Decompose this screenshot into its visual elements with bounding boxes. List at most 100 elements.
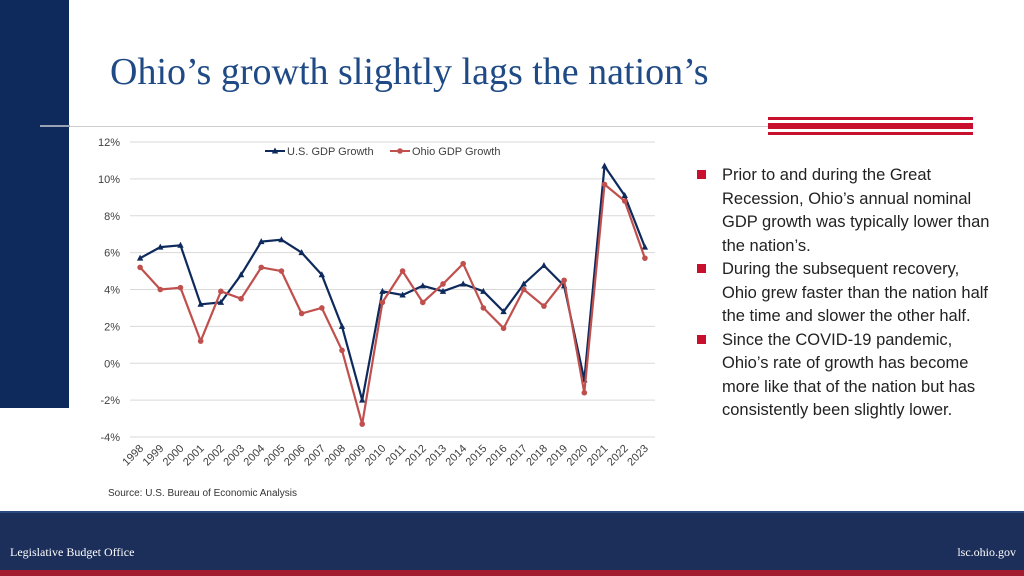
- series-line: [139, 164, 646, 402]
- gdp-growth-chart: 12% 10% 8% 6% 4% 2% 0% -2% -4% 1998 1999 2000 2001 2…: [90, 130, 670, 480]
- data-point: [419, 299, 426, 306]
- x-tick-label: 2017: [504, 443, 530, 469]
- x-tick-label: 2007: [302, 443, 328, 469]
- data-point: [318, 271, 326, 278]
- data-point: [561, 277, 567, 284]
- legend-marker: [271, 147, 279, 154]
- x-tick-label: 2019: [544, 443, 570, 469]
- source-note: Source: U.S. Bureau of Economic Analysis: [108, 488, 297, 499]
- title-divider: [40, 126, 968, 127]
- y-tick-label: 0%: [104, 358, 120, 370]
- data-point: [339, 347, 345, 354]
- data-point: [359, 396, 366, 403]
- data-point: [440, 281, 446, 287]
- x-tick-label: 2000: [161, 443, 187, 469]
- x-tick-label: 1999: [141, 443, 167, 469]
- data-point: [419, 282, 426, 289]
- chart-svg: 12%10%8%6%4%2%0%-2%-4% 19981999200020012…: [98, 137, 655, 469]
- square-bullet-icon: [697, 264, 706, 273]
- bullet-text: Prior to and during the Great Recession,…: [722, 166, 990, 255]
- x-tick-label: 1998: [120, 443, 146, 469]
- data-point: [520, 286, 527, 293]
- square-bullet-icon: [697, 170, 706, 179]
- data-point: [500, 308, 507, 315]
- y-tick-label: 6%: [104, 248, 120, 260]
- x-tick-label: 2009: [343, 443, 369, 469]
- x-tick-label: 2022: [605, 443, 631, 469]
- data-point: [500, 325, 507, 332]
- data-point: [399, 268, 406, 274]
- page-title: Ohio’s growth slightly lags the nation’s: [110, 51, 709, 93]
- red-stripes-decoration: [768, 117, 973, 135]
- data-point: [217, 298, 225, 305]
- x-tick-label: 2005: [262, 443, 288, 469]
- data-point: [379, 287, 386, 294]
- x-tick-label: 2011: [384, 443, 409, 468]
- data-point: [581, 389, 588, 396]
- x-tick-label: 2020: [565, 443, 591, 469]
- data-point: [237, 271, 245, 278]
- data-point: [601, 181, 608, 188]
- data-point: [278, 236, 285, 243]
- footer-website-link[interactable]: lsc.ohio.gov: [957, 545, 1016, 559]
- data-point: [540, 262, 548, 269]
- data-point: [258, 264, 265, 271]
- data-point: [439, 287, 447, 294]
- data-point: [338, 322, 346, 329]
- data-point: [177, 241, 184, 248]
- footer-org-name: Legislative Budget Office: [10, 545, 135, 559]
- footer-top-line: [0, 511, 1024, 513]
- footer-red-line: [0, 570, 1024, 576]
- data-point: [480, 305, 487, 311]
- data-point: [218, 288, 224, 295]
- bullet-item: During the subsequent recovery, Ohio gre…: [696, 258, 996, 329]
- data-point: [197, 338, 204, 344]
- bullet-list: Prior to and during the Great Recession,…: [696, 164, 996, 423]
- x-tick-label: 2004: [242, 443, 268, 469]
- data-point: [520, 280, 527, 287]
- data-point: [238, 295, 244, 302]
- bullet-item: Since the COVID-19 pandemic, Ohio’s rate…: [696, 329, 996, 423]
- x-tick-label: 2016: [484, 443, 510, 469]
- bullet-text: During the subsequent recovery, Ohio gre…: [722, 260, 988, 325]
- left-accent-bar: [0, 0, 69, 408]
- y-tick-label: 4%: [104, 285, 120, 297]
- x-tick-label: 2010: [363, 443, 389, 469]
- data-point: [641, 243, 649, 250]
- y-tick-label: 12%: [98, 137, 120, 149]
- title-divider-accent: [40, 125, 70, 127]
- x-tick-label: 2012: [403, 443, 429, 469]
- x-tick-label: 2001: [181, 443, 207, 469]
- bullet-text: Since the COVID-19 pandemic, Ohio’s rate…: [722, 330, 976, 420]
- data-point: [480, 287, 487, 294]
- square-bullet-icon: [697, 334, 706, 344]
- y-tick-label: 8%: [104, 211, 120, 223]
- x-tick-label: 2018: [524, 443, 550, 469]
- data-point: [459, 280, 467, 287]
- legend-label: U.S. GDP Growth: [287, 146, 374, 158]
- data-point: [319, 305, 325, 311]
- data-point: [621, 198, 628, 204]
- x-tick-label: 2023: [625, 443, 651, 469]
- x-tick-label: 2002: [201, 443, 227, 469]
- data-point: [298, 310, 305, 317]
- y-tick-label: 2%: [104, 321, 120, 333]
- x-tick-label: 2014: [443, 443, 469, 469]
- x-tick-label: 2008: [322, 443, 348, 469]
- data-point: [642, 255, 648, 261]
- data-point: [298, 249, 305, 256]
- data-point: [399, 291, 406, 298]
- data-point: [379, 299, 386, 306]
- data-point: [460, 260, 466, 267]
- data-point: [137, 264, 143, 271]
- x-tick-label: 2006: [282, 443, 308, 469]
- data-point: [601, 162, 608, 169]
- data-point: [157, 243, 164, 250]
- y-tick-label: -4%: [100, 432, 120, 444]
- y-tick-label: 10%: [98, 174, 120, 186]
- data-point: [177, 284, 184, 291]
- data-point: [621, 191, 628, 198]
- x-tick-label: 2021: [585, 443, 611, 469]
- x-tick-label: 2015: [464, 443, 490, 469]
- data-point: [278, 268, 285, 274]
